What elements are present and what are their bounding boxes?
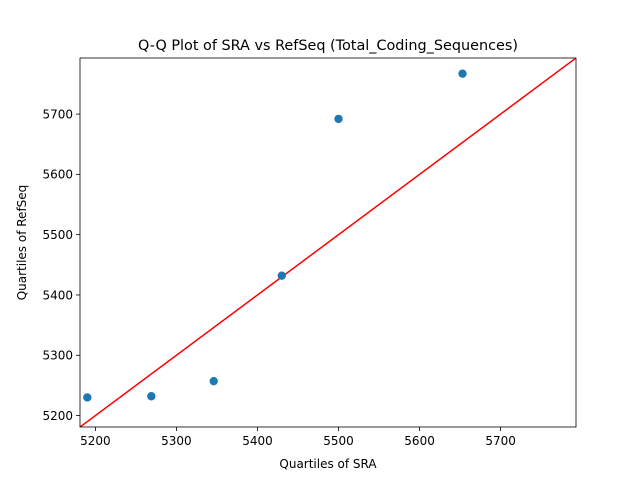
data-point-6 bbox=[458, 69, 467, 78]
x-axis-title: Quartiles of SRA bbox=[279, 457, 377, 471]
x-axis: 5200 5300 5400 5500 5600 5700 bbox=[80, 427, 516, 448]
y-tick-label: 5300 bbox=[42, 349, 73, 363]
x-tick-label: 5200 bbox=[80, 434, 111, 448]
y-tick-label: 5500 bbox=[42, 228, 73, 242]
y-axis: 5200 5300 5400 5500 5600 5700 bbox=[42, 107, 80, 423]
y-tick-label: 5200 bbox=[42, 409, 73, 423]
reference-line bbox=[80, 58, 576, 427]
y-axis-title: Quartiles of RefSeq bbox=[15, 185, 29, 301]
x-tick-label: 5300 bbox=[161, 434, 192, 448]
x-tick-label: 5600 bbox=[404, 434, 435, 448]
x-tick-label: 5700 bbox=[485, 434, 516, 448]
plot-area bbox=[79, 57, 577, 428]
data-point-2 bbox=[147, 392, 156, 401]
data-point-3 bbox=[209, 376, 218, 386]
data-point-4 bbox=[277, 271, 287, 280]
y-tick-label: 5400 bbox=[42, 288, 73, 302]
chart-title: Q-Q Plot of SRA vs RefSeq (Total_Coding_… bbox=[138, 38, 518, 54]
y-tick-label: 5700 bbox=[42, 107, 73, 121]
plot-frame bbox=[79, 57, 577, 428]
data-point-5 bbox=[334, 114, 343, 124]
y-tick-label: 5600 bbox=[42, 168, 73, 182]
x-tick-label: 5400 bbox=[242, 434, 273, 448]
x-tick-label: 5500 bbox=[323, 434, 354, 448]
data-point-1 bbox=[83, 393, 92, 402]
